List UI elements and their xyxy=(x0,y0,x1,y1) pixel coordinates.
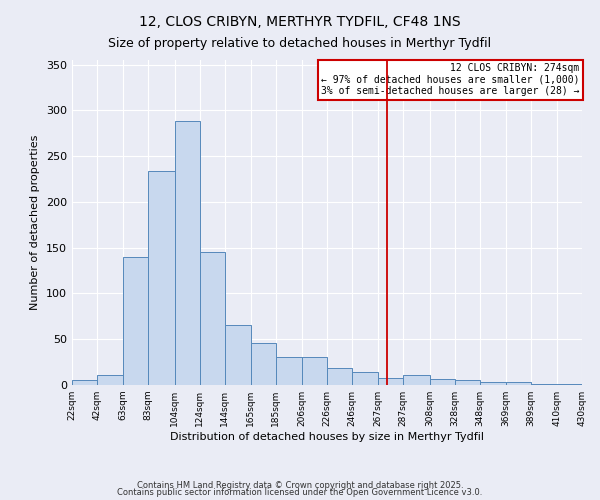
X-axis label: Distribution of detached houses by size in Merthyr Tydfil: Distribution of detached houses by size … xyxy=(170,432,484,442)
Bar xyxy=(72,380,97,385)
Bar xyxy=(378,378,403,385)
Bar xyxy=(403,375,430,385)
Bar xyxy=(531,384,557,385)
Text: Contains HM Land Registry data © Crown copyright and database right 2025.: Contains HM Land Registry data © Crown c… xyxy=(137,480,463,490)
Bar xyxy=(148,171,175,385)
Bar xyxy=(123,257,148,385)
Bar xyxy=(302,356,327,385)
Bar xyxy=(430,378,455,385)
Bar xyxy=(455,380,479,385)
Y-axis label: Number of detached properties: Number of detached properties xyxy=(31,135,40,310)
Text: 12, CLOS CRIBYN, MERTHYR TYDFIL, CF48 1NS: 12, CLOS CRIBYN, MERTHYR TYDFIL, CF48 1N… xyxy=(139,15,461,29)
Bar xyxy=(97,375,123,385)
Text: Contains public sector information licensed under the Open Government Licence v3: Contains public sector information licen… xyxy=(118,488,482,497)
Bar xyxy=(479,382,506,385)
Text: 12 CLOS CRIBYN: 274sqm
← 97% of detached houses are smaller (1,000)
3% of semi-d: 12 CLOS CRIBYN: 274sqm ← 97% of detached… xyxy=(321,63,580,96)
Bar xyxy=(327,368,352,385)
Bar xyxy=(276,356,302,385)
Bar xyxy=(199,252,224,385)
Bar xyxy=(506,382,531,385)
Bar xyxy=(251,343,276,385)
Bar xyxy=(352,372,378,385)
Bar xyxy=(224,324,251,385)
Bar xyxy=(557,384,582,385)
Text: Size of property relative to detached houses in Merthyr Tydfil: Size of property relative to detached ho… xyxy=(109,38,491,51)
Bar xyxy=(175,122,199,385)
